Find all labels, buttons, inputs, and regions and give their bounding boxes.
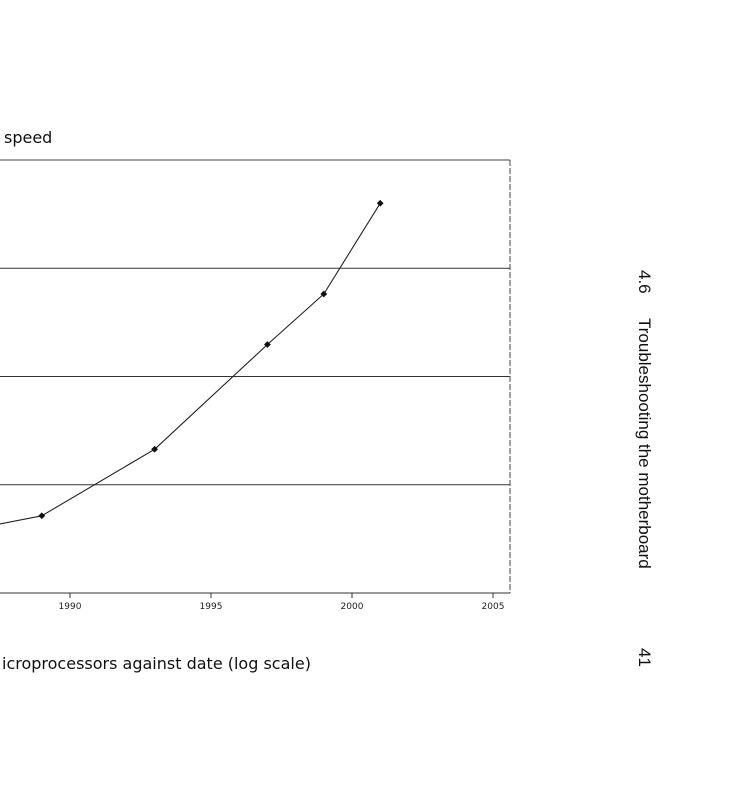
y-axis-title: speed (4, 128, 52, 147)
page-number: 41 (635, 648, 654, 667)
section-number: 4.6 (635, 270, 654, 294)
line-chart: speed 1990 1995 2000 2005 icroprocessors ag… (0, 128, 511, 673)
data-point (38, 512, 46, 520)
data-point (376, 199, 384, 207)
x-tick-label: 2005 (482, 602, 505, 612)
gridlines (0, 267, 510, 486)
x-axis-ticks: 1990 1995 2000 2005 (59, 593, 505, 612)
running-head: 4.6 Troubleshooting the motherboard 41 (618, 270, 662, 690)
data-point (320, 290, 328, 298)
data-point (264, 341, 271, 348)
data-point (151, 445, 158, 453)
x-tick-label: 1995 (200, 602, 223, 612)
series-line (0, 203, 381, 525)
x-tick-label: 2000 (341, 602, 364, 612)
series-group (0, 199, 384, 525)
section-title: Troubleshooting the motherboard (635, 318, 654, 569)
x-tick-label: 1990 (59, 602, 82, 612)
figure-caption: icroprocessors against date (log scale) (2, 654, 311, 673)
